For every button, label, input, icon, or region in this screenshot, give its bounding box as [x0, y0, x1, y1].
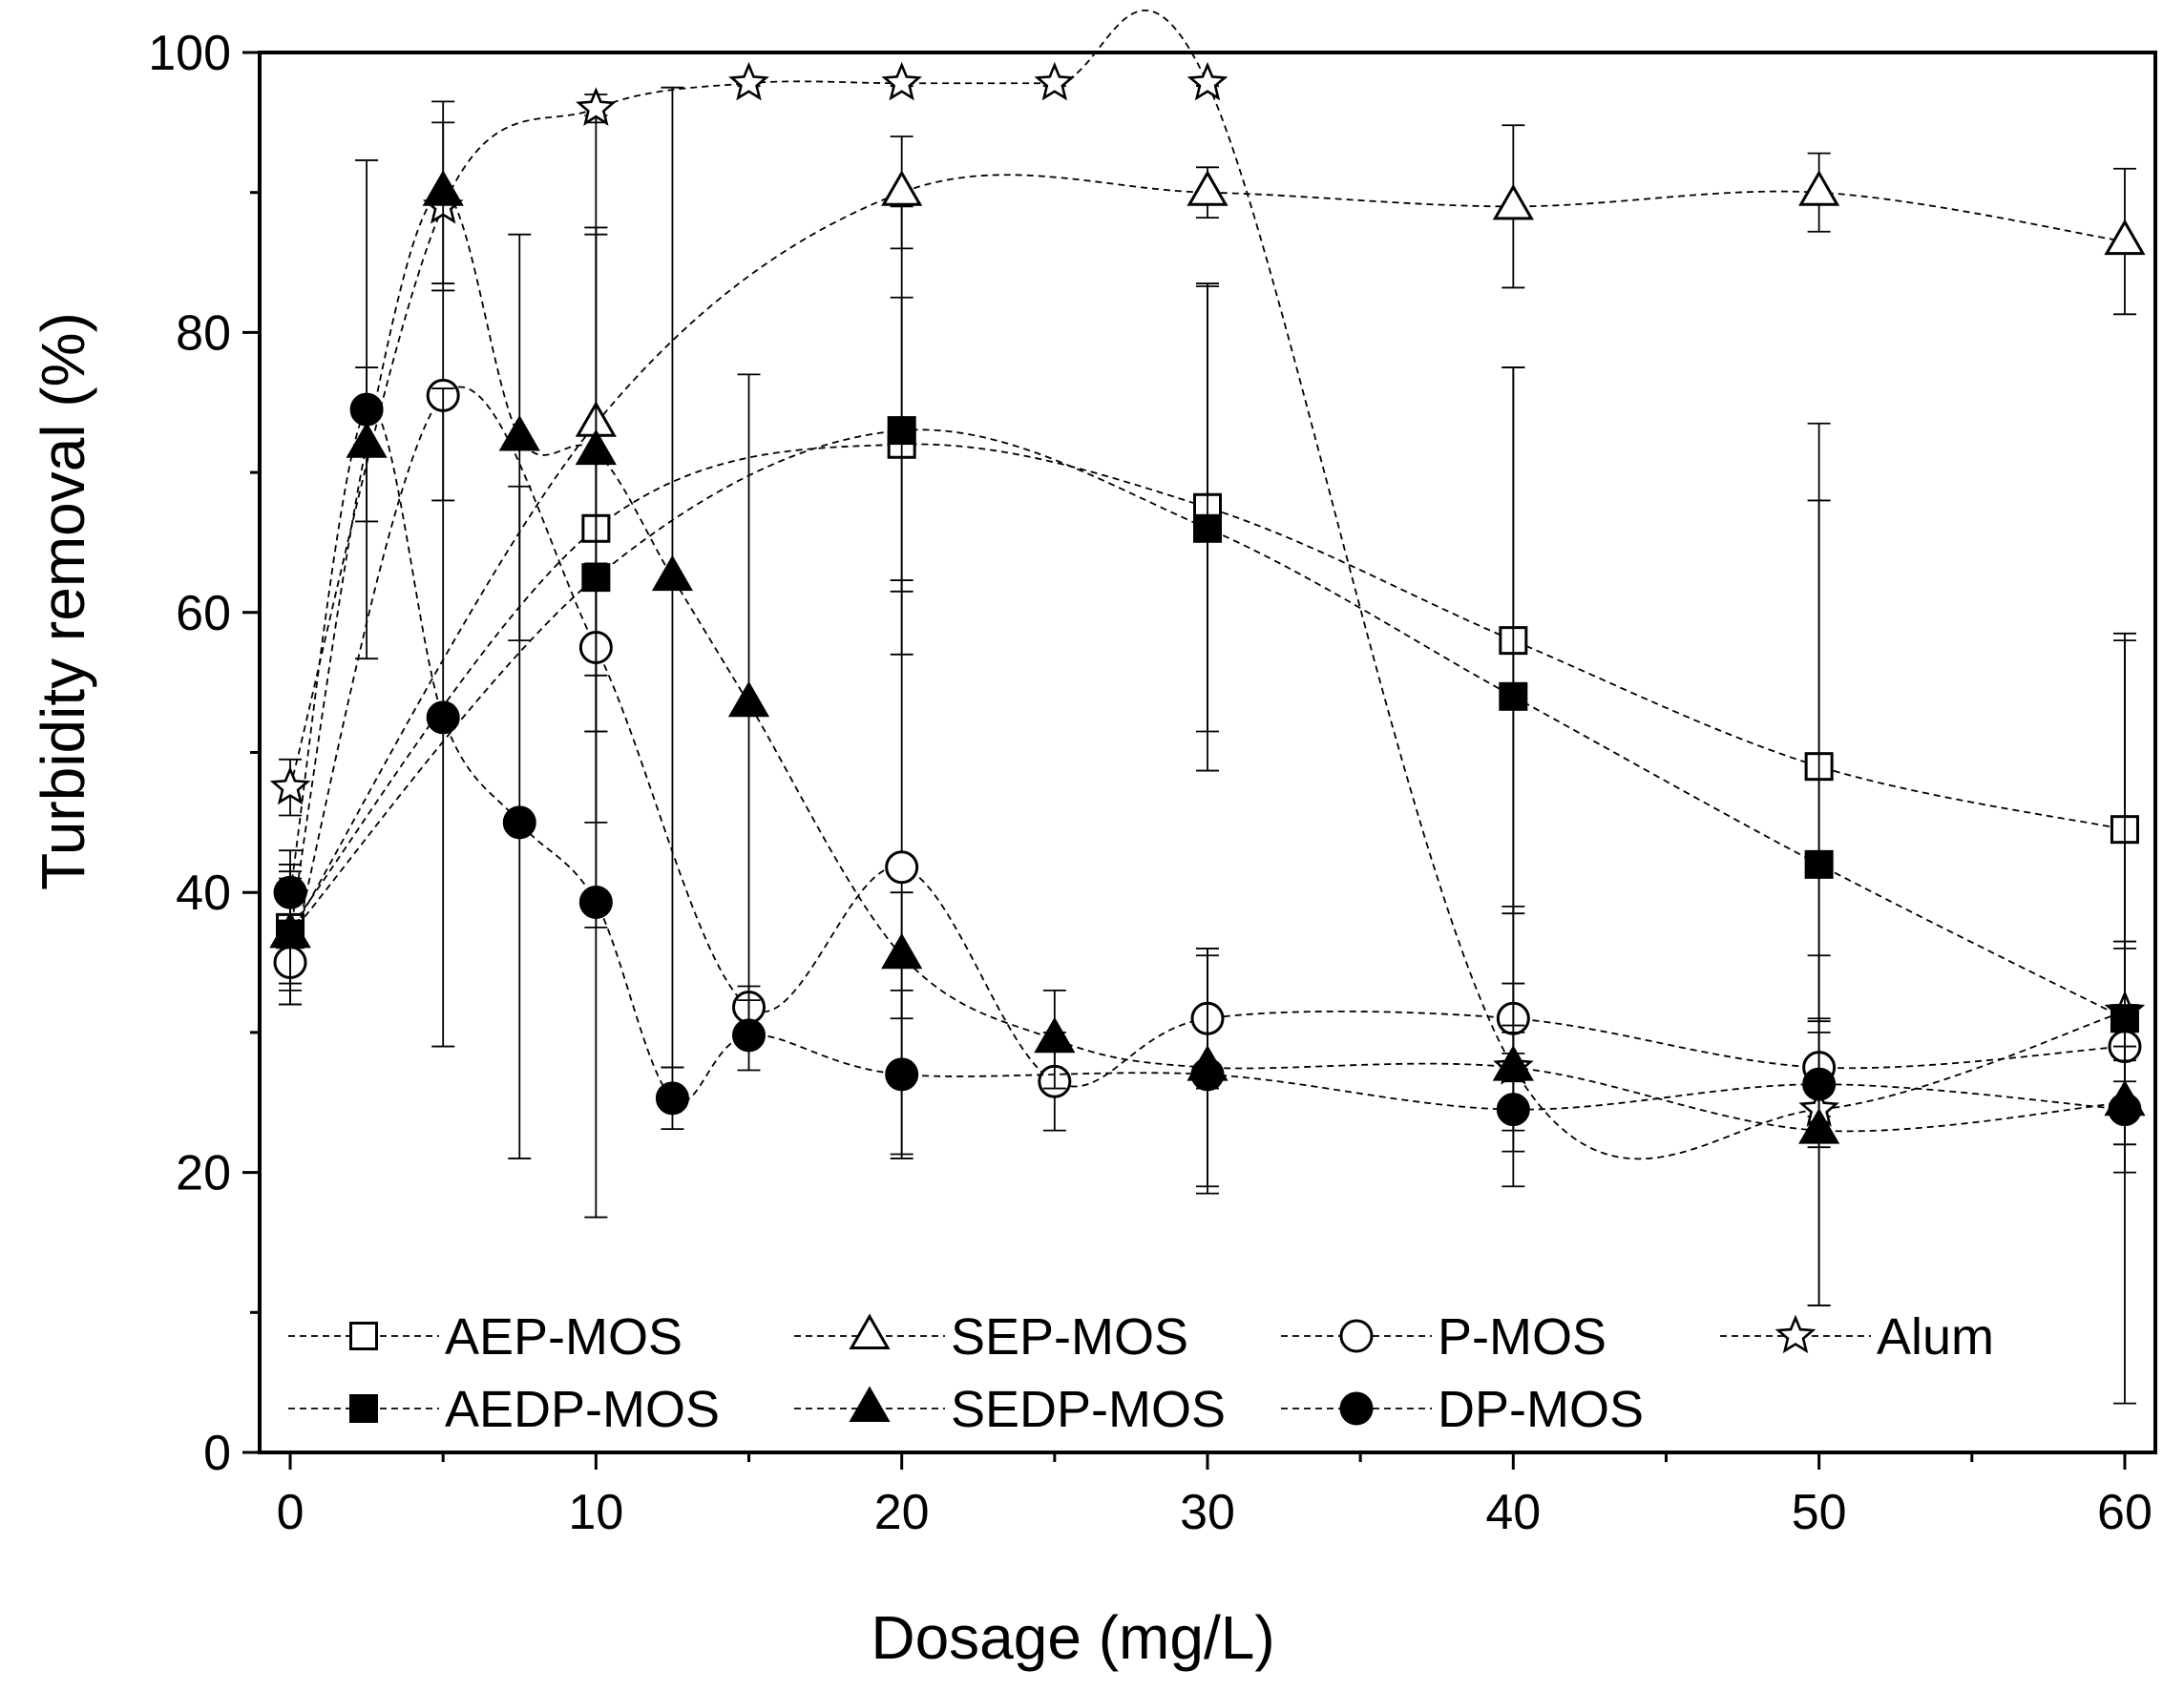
data-point — [1186, 170, 1228, 206]
legend-entry-sedp-mos: SEDP-MOS — [794, 1381, 1226, 1438]
y-tick-label: 80 — [176, 305, 231, 361]
legend-marker — [1339, 1319, 1374, 1353]
series-line — [289, 443, 2126, 929]
data-point — [885, 850, 919, 885]
x-axis-label: Dosage (mg/L) — [871, 1603, 1274, 1672]
legend-entry-aep-mos: AEP-MOS — [288, 1308, 682, 1366]
data-point — [1496, 1093, 1530, 1127]
y-axis-label: Turbidity removal (%) — [29, 312, 97, 890]
data-point — [881, 61, 922, 101]
data-point — [1802, 1067, 1837, 1101]
x-tick-label: 50 — [1792, 1485, 1847, 1540]
legend-entry-sep-mos: SEP-MOS — [794, 1308, 1188, 1366]
data-point — [727, 680, 770, 718]
data-point — [426, 700, 460, 735]
data-point — [1499, 681, 1528, 711]
series-line — [289, 386, 2126, 1088]
x-tick-label: 20 — [874, 1485, 930, 1540]
series-p-mos — [273, 289, 2142, 1156]
data-point — [498, 414, 540, 451]
series-line — [289, 191, 2126, 1133]
legend-entry-dp-mos: DP-MOS — [1281, 1381, 1644, 1438]
x-tick-label: 10 — [568, 1485, 623, 1540]
series-aedp-mos — [276, 205, 2139, 1405]
legend-label: DP-MOS — [1438, 1381, 1644, 1438]
data-point — [273, 875, 307, 909]
data-point — [422, 170, 464, 206]
y-tick-label: 40 — [176, 866, 231, 921]
data-point — [576, 87, 617, 126]
data-point — [1798, 170, 1840, 206]
data-point — [502, 805, 536, 840]
y-tick-label: 100 — [148, 26, 231, 81]
legend: AEP-MOS SEP-MOS P-MOS Alum AEDP-MOS SEDP-MOS D… — [288, 1308, 1994, 1438]
axes-layer: 0 10 20 30 40 50 60 0 20 40 60 80 100 — [148, 26, 2157, 1540]
legend-label: SEDP-MOS — [951, 1381, 1226, 1438]
data-point — [2104, 219, 2146, 256]
y-tick-label: 60 — [176, 586, 231, 641]
series-line — [289, 406, 2126, 1111]
x-tick-label: 0 — [277, 1485, 304, 1540]
data-point — [1804, 849, 1834, 879]
data-point — [885, 1057, 919, 1092]
data-point — [349, 392, 384, 427]
data-point — [1034, 61, 1076, 101]
legend-label: AEP-MOS — [445, 1308, 682, 1366]
legend-entry-p-mos: P-MOS — [1281, 1308, 1606, 1366]
data-point — [2110, 1004, 2139, 1033]
data-point — [651, 554, 694, 592]
data-point — [887, 416, 916, 446]
x-tick-label: 40 — [1485, 1485, 1541, 1540]
data-point — [1034, 1016, 1076, 1054]
legend-label: Alum — [1877, 1308, 1994, 1366]
series-layer — [269, 9, 2146, 1405]
data-point — [1492, 183, 1534, 220]
legend-marker — [1774, 1314, 1816, 1354]
y-tick-label: 0 — [203, 1426, 231, 1481]
legend-label: AEDP-MOS — [445, 1381, 720, 1438]
error-bars — [279, 205, 2136, 1405]
data-point — [881, 170, 923, 206]
legend-marker — [349, 1394, 378, 1423]
legend-marker — [1339, 1391, 1374, 1426]
data-point — [575, 428, 617, 466]
legend-marker — [849, 1313, 891, 1350]
x-tick-label: 30 — [1180, 1485, 1235, 1540]
legend-marker — [849, 1386, 891, 1423]
data-point — [1193, 513, 1222, 543]
legend-marker — [349, 1322, 378, 1350]
legend-entry-alum: Alum — [1720, 1308, 1994, 1366]
legend-label: P-MOS — [1438, 1308, 1606, 1366]
series-dp-mos — [273, 159, 2142, 1219]
legend-entry-aedp-mos: AEDP-MOS — [288, 1381, 720, 1438]
data-point — [1186, 61, 1228, 101]
data-point — [2108, 1093, 2142, 1127]
y-tick-label: 20 — [176, 1146, 231, 1201]
x-tick-label: 60 — [2097, 1485, 2152, 1540]
data-point — [728, 61, 769, 101]
data-point — [269, 765, 311, 805]
data-point — [655, 1081, 689, 1116]
legend-label: SEP-MOS — [951, 1308, 1188, 1366]
data-point — [732, 1018, 766, 1053]
series-line — [289, 9, 2126, 1160]
data-point — [578, 885, 613, 919]
data-point — [881, 932, 923, 970]
data-point — [1190, 1057, 1225, 1092]
